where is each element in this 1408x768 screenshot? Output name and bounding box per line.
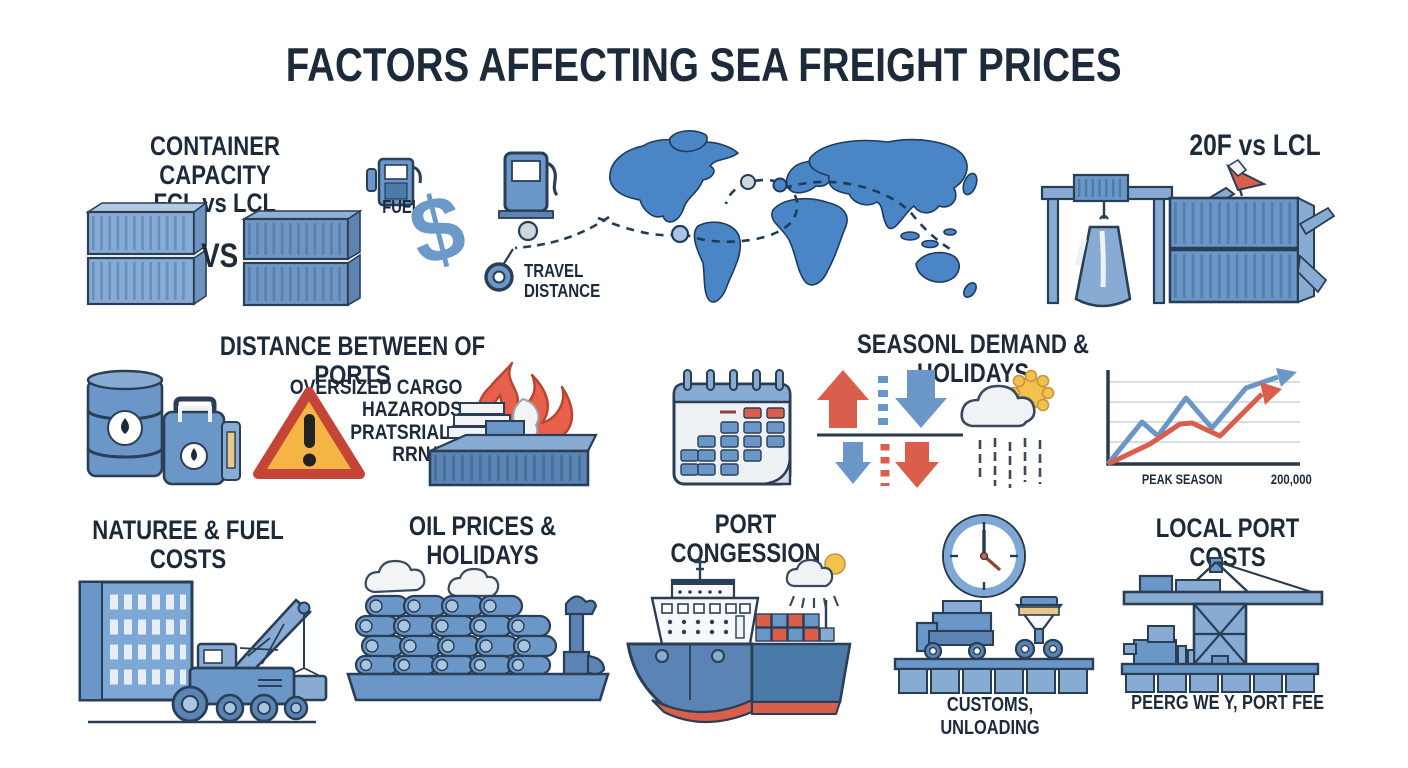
local-port-heading: LOCAL PORT COSTS	[1155, 513, 1300, 572]
cloud-icon	[447, 567, 500, 598]
hazard-text-block: OVERSIZED CARGO HAZARODS PRATSRIALS RRNJ…	[289, 376, 462, 467]
burning-cargo-icon	[428, 361, 598, 487]
container-stack-flag-icon	[1168, 158, 1336, 304]
world-map-icon	[597, 130, 978, 303]
customs-caption: CUSTOMS, UNLOADING	[940, 694, 1040, 739]
valve-icon	[562, 595, 606, 678]
clock-icon	[942, 514, 1026, 598]
weather-cloud-sun-icon	[960, 369, 1055, 488]
waypoint-icon	[740, 174, 756, 190]
page-title: FACTORS AFFECTING SEA FREIGHT PRICES	[286, 38, 1122, 91]
fuel-label: FUEL	[381, 197, 421, 217]
customs-platform-icon	[893, 596, 1095, 694]
hopper-icon	[1014, 596, 1064, 660]
rain-cloud-icon	[785, 553, 846, 609]
travel-distance-label: TRAVEL DISTANCE	[524, 261, 601, 301]
oil-barrel-icon	[86, 369, 241, 486]
pipe-stack-icon	[346, 559, 610, 702]
port-crane-icon	[1120, 557, 1324, 693]
nature-fuel-heading: NATUREE & FUEL COSTS	[92, 515, 284, 574]
seasonal-heading: SEASONL DEMAND & HOLIDAYS	[856, 329, 1090, 388]
waypoint-icon	[772, 177, 788, 193]
container-stack-right-icon	[240, 209, 363, 307]
waypoint-icon	[670, 224, 690, 244]
rain-icon	[978, 438, 1042, 488]
deck-containers-icon	[755, 600, 835, 642]
cloud-icon	[960, 384, 1036, 428]
right-capacity-heading: 20F vs LCL	[1189, 129, 1321, 162]
ship-mast-icon	[694, 556, 706, 580]
container-ship-icon	[626, 553, 852, 724]
sun-icon	[1007, 369, 1055, 412]
vs-label: VS	[201, 237, 239, 275]
warning-triangle-icon	[253, 387, 365, 479]
container-stack-left-icon	[85, 201, 209, 306]
port-fee-caption: PEERG WE Y, PORT FEE	[1131, 692, 1325, 714]
peak-season-label: PEAK SEASON	[1141, 472, 1223, 487]
pipes-icon	[354, 594, 558, 676]
route-dash-icon	[514, 215, 610, 250]
cargo-boxes-icon	[447, 402, 525, 439]
cloud-icon	[364, 559, 426, 594]
fuel-pump-icon	[366, 151, 610, 292]
calendar-icon	[672, 369, 792, 486]
oil-prices-heading: OIL PRICES & HOLIDAYS	[408, 511, 557, 570]
mobile-crane-icon	[78, 580, 328, 724]
supply-demand-arrows-icon	[817, 370, 963, 488]
gantry-crane-icon	[1040, 173, 1174, 308]
peak-season-chart: PEAK SEASON 200,000	[1092, 366, 1312, 498]
cargo-boxes-icon	[1123, 625, 1195, 665]
line-chart-icon	[1106, 368, 1300, 467]
peak-value-label: 200,000	[1270, 472, 1312, 487]
distance-ports-heading: DISTANCE BETWEEN OF PORTS	[219, 331, 486, 390]
